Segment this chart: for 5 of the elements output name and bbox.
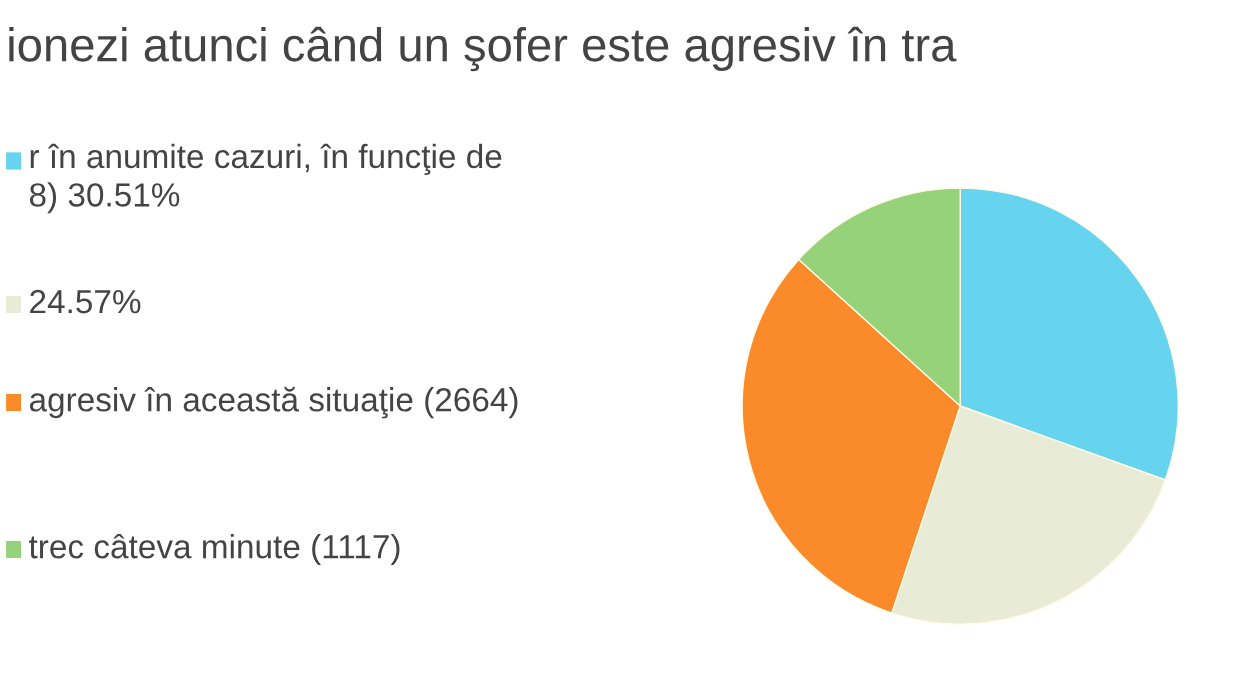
legend-label: 24.57% — [30, 289, 141, 314]
legend-label: agresiv în această situaţie (2664) — [29, 386, 518, 419]
legend-label: trec câteva minute (1117) — [29, 533, 400, 566]
chart-title: ionezi atunci când un şofer este agresiv în tra — [9, 26, 957, 72]
legend-label: r în anumite cazuri, în funcţie de 8) 30.51% — [29, 143, 502, 214]
